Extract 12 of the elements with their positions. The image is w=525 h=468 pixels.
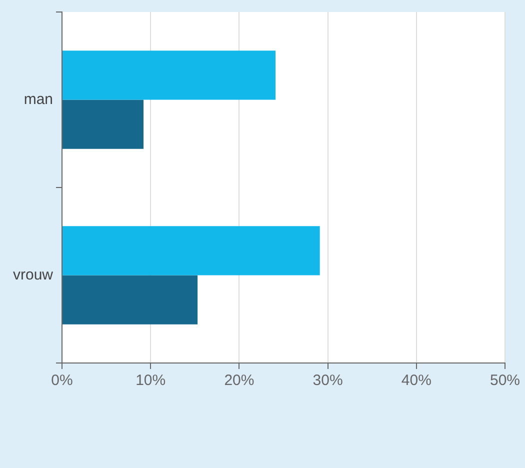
x-tick-label: 10% — [136, 372, 166, 390]
bar — [62, 226, 320, 276]
y-tick-label: man — [24, 90, 54, 108]
y-tick-label: vrouw — [12, 266, 54, 284]
x-tick-label: 50% — [490, 372, 520, 390]
x-tick-label: 40% — [401, 372, 432, 390]
bar — [62, 50, 276, 100]
x-tick-label: 20% — [224, 372, 254, 390]
bar — [62, 100, 144, 149]
x-tick-label: 30% — [312, 372, 343, 390]
x-tick-label: 0% — [51, 372, 73, 390]
bar — [62, 275, 198, 324]
